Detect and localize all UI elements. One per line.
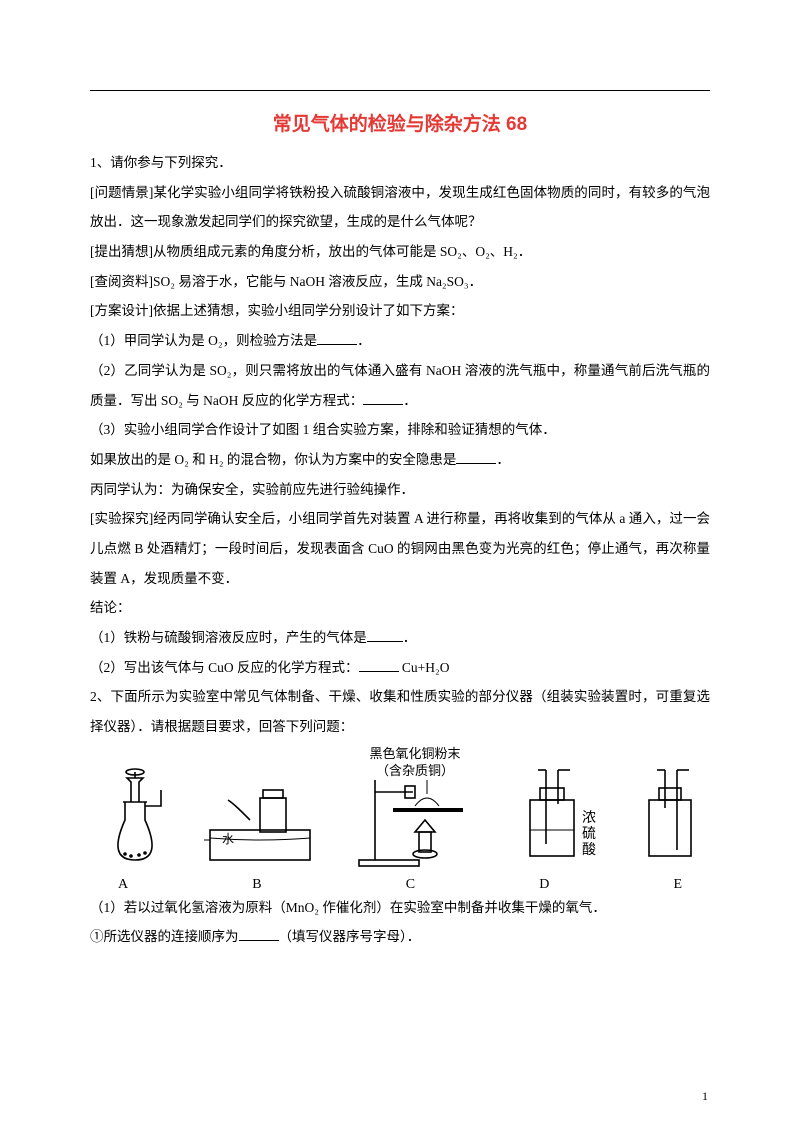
blank: [359, 657, 399, 672]
top-rule: [90, 90, 710, 91]
bottle-icon: [635, 760, 705, 870]
apparatus-a: [90, 760, 180, 875]
q1-conc: 结论：: [90, 600, 131, 615]
q2-sub1-pre: ①所选仪器的连接顺序为: [90, 929, 239, 944]
water-trough-icon: 水: [200, 760, 320, 870]
blank: [363, 390, 403, 405]
annot-line1: 黑色氧化铜粉末: [369, 746, 460, 761]
acid-label-1: 浓: [582, 810, 596, 826]
apparatus-labels: A B C D E: [90, 877, 710, 893]
apparatus-c: 黑色氧化铜粉末 （含杂质铜）: [340, 746, 490, 875]
flask-icon: [95, 760, 175, 870]
label-b: B: [252, 877, 261, 893]
q1-lead: 1、请你参与下列探究．: [90, 155, 232, 170]
label-e: E: [673, 877, 682, 893]
label-a: A: [118, 877, 128, 893]
q1-p3: （3）实验小组同学合作设计了如图 1 组合实验方案，排除和验证猜想的气体．: [90, 422, 556, 437]
q1-c1-tail: ．: [403, 630, 417, 645]
q1-plan: [方案设计]依据上述猜想，实验小组同学分别设计了如下方案：: [90, 303, 464, 318]
q1-p1: （1）甲同学认为是 O₂，则检验方法是: [90, 333, 317, 348]
label-c: C: [406, 877, 415, 893]
q2-body: （1）若以过氧化氢溶液为原料（MnO₂ 作催化剂）在实验室中制备并收集干燥的氧气…: [90, 893, 710, 952]
powder-annotation: 黑色氧化铜粉末 （含杂质铜）: [340, 746, 490, 780]
q1-exp: [实验探究]经丙同学确认安全后，小组同学首先对装置 A 进行称量，再将收集到的气…: [90, 511, 710, 585]
acid-label-2: 硫: [582, 826, 596, 842]
q1-guess: [提出猜想]从物质组成元素的角度分析，放出的气体可能是 SO₂、O₂、H₂．: [90, 244, 531, 259]
apparatus-d: 浓 硫 酸: [510, 760, 610, 875]
apparatus-diagram: 水 黑色氧化铜粉末 （含杂质铜）: [90, 746, 710, 875]
annot-line2: （含杂质铜）: [376, 763, 454, 778]
q2-sub1-suf: （填写仪器序号字母）．: [279, 929, 421, 944]
body-text: 1、请你参与下列探究． [问题情景]某化学实验小组同学将铁粉投入硫酸铜溶液中，发…: [90, 148, 710, 742]
blank: [317, 331, 357, 346]
blank: [367, 628, 403, 643]
q1-p3b-tail: ．: [496, 452, 510, 467]
wash-bottle-icon: 浓 硫 酸: [510, 760, 610, 870]
apparatus-b: 水: [200, 760, 320, 875]
water-label: 水: [222, 832, 234, 846]
q1-p3c: 丙同学认为：为确保安全，实验前应先进行验纯操作．: [90, 482, 414, 497]
label-d: D: [539, 877, 549, 893]
acid-label-3: 酸: [582, 842, 596, 858]
q1-p3b: 如果放出的是 O₂ 和 H₂ 的混合物，你认为方案中的安全隐患是: [90, 452, 456, 467]
q1-c2-pre: （2）写出该气体与 CuO 反应的化学方程式：: [90, 660, 359, 675]
q1-p1-tail: ．: [357, 333, 371, 348]
page-number: 1: [702, 1089, 708, 1104]
q1-scene: [问题情景]某化学实验小组同学将铁粉投入硫酸铜溶液中，发现生成红色固体物质的同时…: [90, 185, 710, 230]
document-title: 常见气体的检验与除杂方法 68: [90, 109, 710, 136]
stand-tube-icon: [345, 780, 485, 870]
page: 常见气体的检验与除杂方法 68 1、请你参与下列探究． [问题情景]某化学实验小…: [0, 0, 800, 1132]
blank: [239, 927, 279, 942]
q1-c2-suf: Cu+H₂O: [399, 660, 450, 675]
q1-ref: [查阅资料]SO₂ 易溶于水，它能与 NaOH 溶液反应，生成 Na₂SO₃．: [90, 274, 482, 289]
q2-lead: 2、下面所示为实验室中常见气体制备、干燥、收集和性质实验的部分仪器（组装实验装置…: [90, 689, 710, 734]
apparatus-e: [630, 760, 710, 875]
blank: [456, 449, 496, 464]
q1-p2-tail: ．: [403, 393, 417, 408]
q1-c1: （1）铁粉与硫酸铜溶液反应时，产生的气体是: [90, 630, 367, 645]
q2-sub: （1）若以过氧化氢溶液为原料（MnO₂ 作催化剂）在实验室中制备并收集干燥的氧气…: [90, 900, 606, 915]
